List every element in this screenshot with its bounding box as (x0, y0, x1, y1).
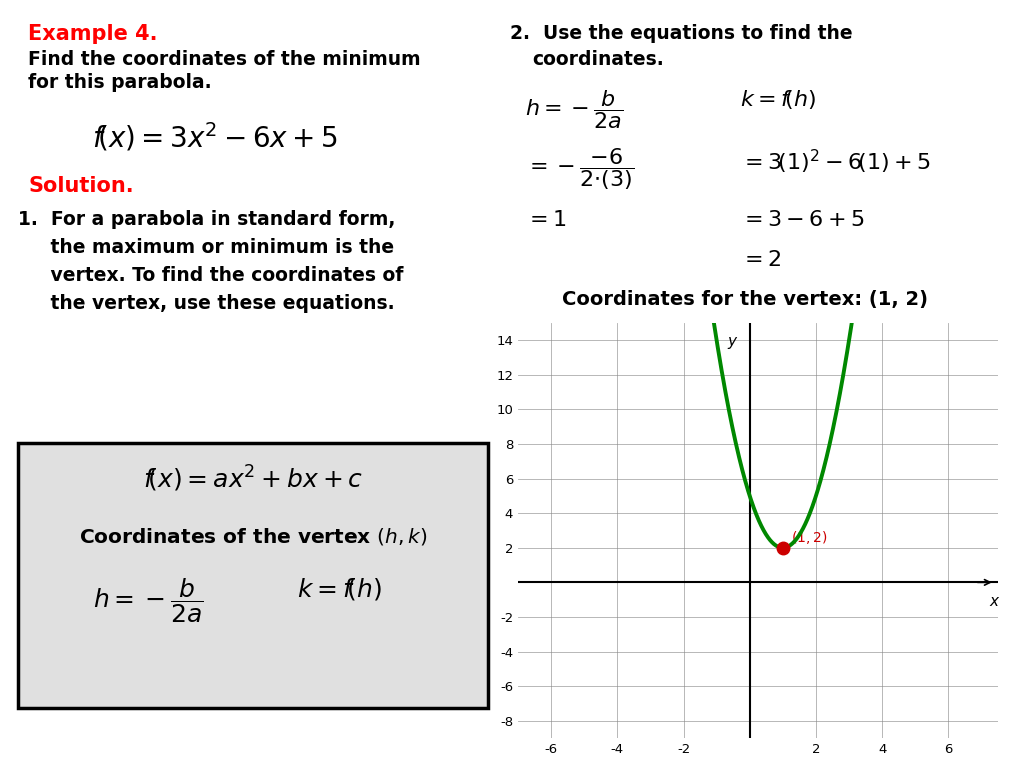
Text: for this parabola.: for this parabola. (28, 73, 212, 92)
Text: Coordinates for the vertex: (1, 2): Coordinates for the vertex: (1, 2) (562, 290, 928, 309)
Text: Solution.: Solution. (28, 176, 133, 196)
Text: Coordinates of the vertex $\left(\mathit{h},\mathit{k}\right)$: Coordinates of the vertex $\left(\mathit… (79, 526, 427, 547)
Text: $y$: $y$ (727, 335, 738, 351)
Text: coordinates.: coordinates. (532, 50, 664, 69)
Text: $\mathit{f}\!\left(\mathit{x}\right) = 3\mathit{x}^{2} - 6\mathit{x} + 5$: $\mathit{f}\!\left(\mathit{x}\right) = 3… (92, 121, 338, 154)
Text: Example 4.: Example 4. (28, 24, 158, 44)
Text: $\mathit{k} = \mathit{f}\!\left(\mathit{h}\right)$: $\mathit{k} = \mathit{f}\!\left(\mathit{… (297, 576, 383, 602)
Text: $= 2$: $= 2$ (740, 250, 781, 270)
Text: $= 3 - 6 + 5$: $= 3 - 6 + 5$ (740, 210, 864, 230)
Text: 2.  Use the equations to find the: 2. Use the equations to find the (510, 24, 853, 43)
Text: $= 1$: $= 1$ (525, 210, 566, 230)
Text: $(1, 2)$: $(1, 2)$ (792, 529, 827, 546)
Text: Find the coordinates of the minimum: Find the coordinates of the minimum (28, 50, 421, 69)
Text: vertex. To find the coordinates of: vertex. To find the coordinates of (18, 266, 403, 285)
Text: the maximum or minimum is the: the maximum or minimum is the (18, 238, 394, 257)
Text: $\mathit{k} = \mathit{f}\!\left(\mathit{h}\right)$: $\mathit{k} = \mathit{f}\!\left(\mathit{… (740, 88, 816, 111)
Text: $= 3\!\left(1\right)^{2} - 6\!\left(1\right) + 5$: $= 3\!\left(1\right)^{2} - 6\!\left(1\ri… (740, 148, 931, 176)
Text: $\mathit{f}\!\left(\mathit{x}\right) = \mathit{a}\mathit{x}^{2} + \mathit{b}\mat: $\mathit{f}\!\left(\mathit{x}\right) = \… (143, 464, 364, 494)
Text: $\mathit{h} = -\dfrac{\mathit{b}}{2\mathit{a}}$: $\mathit{h} = -\dfrac{\mathit{b}}{2\math… (525, 88, 624, 131)
Text: $x$: $x$ (989, 594, 1000, 610)
Text: 1.  For a parabola in standard form,: 1. For a parabola in standard form, (18, 210, 395, 229)
Text: the vertex, use these equations.: the vertex, use these equations. (18, 294, 394, 313)
Text: $\mathit{h} = -\dfrac{\mathit{b}}{2\mathit{a}}$: $\mathit{h} = -\dfrac{\mathit{b}}{2\math… (93, 576, 203, 625)
Text: $= -\dfrac{-6}{2{\cdot}\left(3\right)}$: $= -\dfrac{-6}{2{\cdot}\left(3\right)}$ (525, 146, 635, 192)
FancyBboxPatch shape (18, 443, 488, 708)
